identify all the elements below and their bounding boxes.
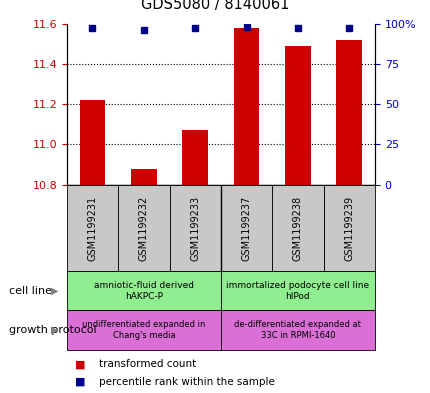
Text: ■: ■ <box>75 359 86 369</box>
Text: ▶: ▶ <box>51 286 58 296</box>
Text: immortalized podocyte cell line
hIPod: immortalized podocyte cell line hIPod <box>226 281 369 301</box>
Bar <box>67 310 221 350</box>
Text: percentile rank within the sample: percentile rank within the sample <box>99 377 274 387</box>
Text: transformed count: transformed count <box>99 359 196 369</box>
Bar <box>67 271 221 310</box>
Bar <box>67 185 118 271</box>
Bar <box>169 185 220 271</box>
Text: GSM1199238: GSM1199238 <box>292 195 302 261</box>
Text: ■: ■ <box>75 377 86 387</box>
Text: GSM1199232: GSM1199232 <box>138 195 148 261</box>
Text: undifferentiated expanded in
Chang's media: undifferentiated expanded in Chang's med… <box>82 320 205 340</box>
Text: GSM1199233: GSM1199233 <box>190 195 200 261</box>
Bar <box>272 185 323 271</box>
Text: GSM1199231: GSM1199231 <box>87 195 97 261</box>
Text: amniotic-fluid derived
hAKPC-P: amniotic-fluid derived hAKPC-P <box>94 281 194 301</box>
Bar <box>80 100 105 185</box>
Bar <box>323 185 374 271</box>
Bar <box>221 271 374 310</box>
Bar <box>284 46 310 185</box>
Bar <box>233 28 259 185</box>
Bar <box>220 185 272 271</box>
Text: GDS5080 / 8140061: GDS5080 / 8140061 <box>141 0 289 12</box>
Bar <box>182 130 208 185</box>
Text: ▶: ▶ <box>51 325 58 335</box>
Bar <box>131 169 157 185</box>
Text: growth protocol: growth protocol <box>9 325 96 335</box>
Text: de-differentiated expanded at
33C in RPMI-1640: de-differentiated expanded at 33C in RPM… <box>234 320 360 340</box>
Text: GSM1199239: GSM1199239 <box>344 195 353 261</box>
Text: cell line: cell line <box>9 286 52 296</box>
Bar <box>118 185 169 271</box>
Text: GSM1199237: GSM1199237 <box>241 195 251 261</box>
Bar <box>221 310 374 350</box>
Bar <box>336 40 361 185</box>
